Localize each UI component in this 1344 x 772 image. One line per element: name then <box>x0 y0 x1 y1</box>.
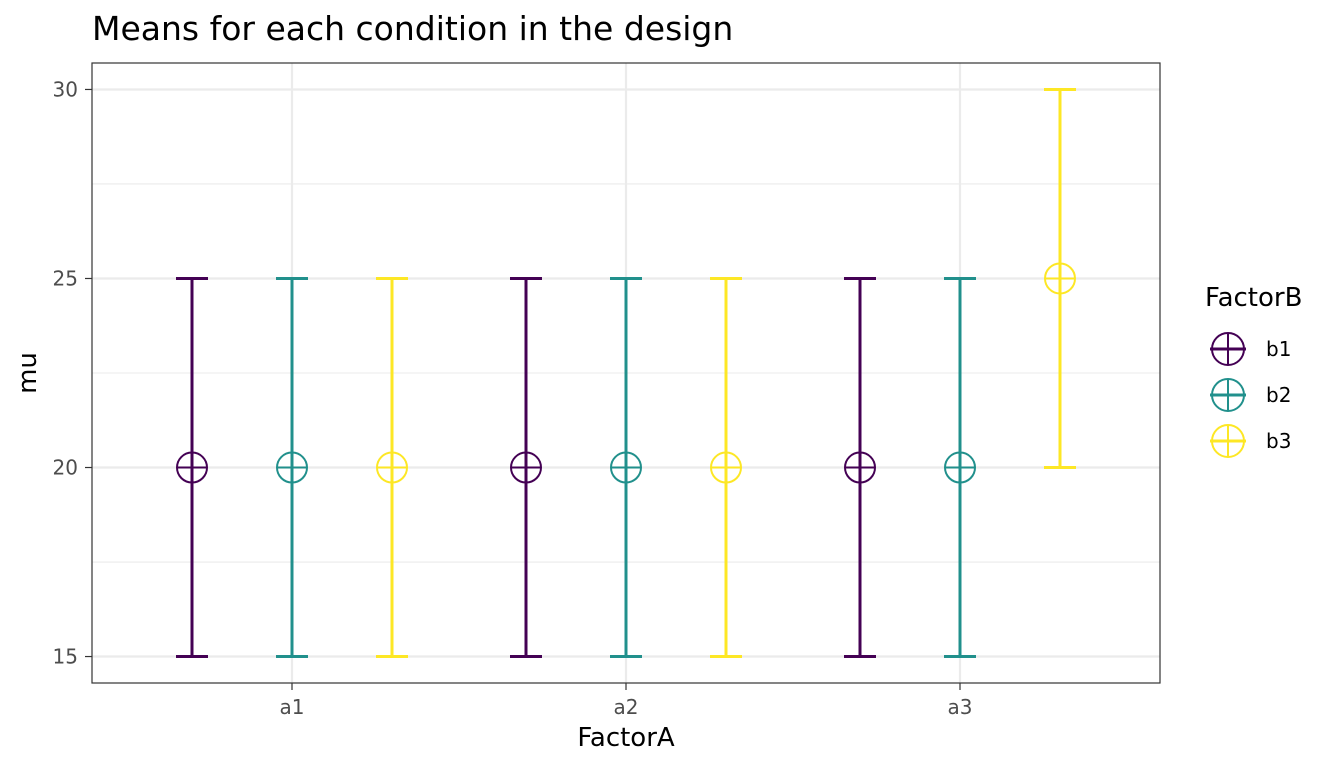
legend-title: FactorB <box>1205 283 1302 313</box>
legend-label: b3 <box>1266 429 1291 453</box>
x-tick-label: a1 <box>280 695 305 719</box>
data-marks <box>176 87 1076 659</box>
chart-title: Means for each condition in the design <box>92 9 733 48</box>
legend: FactorB b1 b2 b3 <box>1205 283 1302 458</box>
legend-label: b2 <box>1266 383 1291 407</box>
series-b1 <box>176 276 876 659</box>
legend-label: b1 <box>1266 337 1291 361</box>
y-tick-label: 30 <box>53 77 78 101</box>
axes: 15 20 25 30 a1 a2 a3 <box>53 77 973 719</box>
x-tick-label: a2 <box>614 695 639 719</box>
y-axis-title: mu <box>13 352 43 394</box>
legend-item-b3: b3 <box>1210 424 1291 458</box>
series-b2 <box>276 276 976 659</box>
y-tick-label: 15 <box>53 645 78 669</box>
legend-item-b1: b1 <box>1210 332 1291 366</box>
x-axis-title: FactorA <box>577 723 675 753</box>
series-b3 <box>376 87 1076 659</box>
y-tick-label: 25 <box>53 266 78 290</box>
y-tick-label: 20 <box>53 456 78 480</box>
legend-item-b2: b2 <box>1210 378 1291 412</box>
x-tick-label: a3 <box>948 695 973 719</box>
